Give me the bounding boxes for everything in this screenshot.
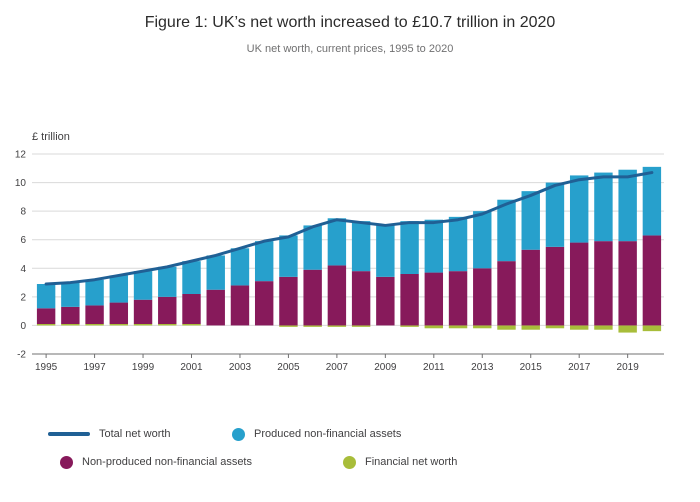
legend-item-non-produced-assets: Non-produced non-financial assets (60, 455, 343, 469)
svg-text:10: 10 (15, 178, 27, 189)
svg-text:8: 8 (20, 207, 26, 218)
legend-row-2: Non-produced non-financial assets Financ… (0, 448, 700, 476)
net-worth-stacked-bar-chart: -2 0 2 4 6 8 10 12 1995 1997 1999 2001 2003 2005 2007 2… (15, 150, 664, 373)
svg-text:2001: 2001 (180, 362, 203, 373)
produced-assets-dot-icon (232, 427, 245, 441)
figure-title: Figure 1: UK’s net worth increased to £1… (144, 14, 556, 31)
legend-label-total-net-worth: Total net worth (99, 428, 171, 440)
non-produced-assets-dot-icon (60, 455, 73, 469)
svg-text:2019: 2019 (617, 362, 640, 373)
legend-label-produced-assets: Produced non-financial assets (254, 428, 402, 440)
svg-text:2005: 2005 (277, 362, 300, 373)
svg-text:0: 0 (20, 321, 26, 332)
svg-text:2: 2 (20, 292, 26, 303)
legend-item-total-net-worth: Total net worth (48, 428, 232, 440)
svg-text:2003: 2003 (229, 362, 252, 373)
svg-text:1995: 1995 (35, 362, 58, 373)
svg-text:2009: 2009 (374, 362, 397, 373)
svg-text:2015: 2015 (520, 362, 543, 373)
svg-text:2013: 2013 (471, 362, 494, 373)
legend-item-financial-net-worth: Financial net worth (343, 455, 700, 469)
financial-net-worth-dot-icon (343, 455, 356, 469)
svg-text:-2: -2 (17, 350, 26, 361)
legend-row-1: Total net worth Produced non-financial a… (0, 420, 700, 448)
svg-text:4: 4 (20, 264, 26, 275)
chart-area: £ trillion -2 0 2 4 6 8 10 12 1995 1997 1999 2001 20… (0, 131, 700, 376)
svg-text:12: 12 (15, 150, 27, 161)
svg-text:6: 6 (20, 235, 26, 246)
legend-item-produced-assets: Produced non-financial assets (232, 427, 700, 441)
chart-legend: Total net worth Produced non-financial a… (0, 420, 700, 476)
svg-text:1997: 1997 (83, 362, 106, 373)
total-net-worth-line-swatch (48, 432, 90, 436)
legend-label-non-produced-assets: Non-produced non-financial assets (82, 456, 252, 468)
svg-text:2007: 2007 (326, 362, 349, 373)
svg-text:2011: 2011 (423, 362, 445, 373)
svg-text:2017: 2017 (568, 362, 591, 373)
legend-label-financial-net-worth: Financial net worth (365, 456, 458, 468)
svg-text:1999: 1999 (132, 362, 155, 373)
y-axis-unit-label: £ trillion (32, 131, 70, 143)
figure-subtitle: UK net worth, current prices, 1995 to 20… (246, 43, 454, 55)
